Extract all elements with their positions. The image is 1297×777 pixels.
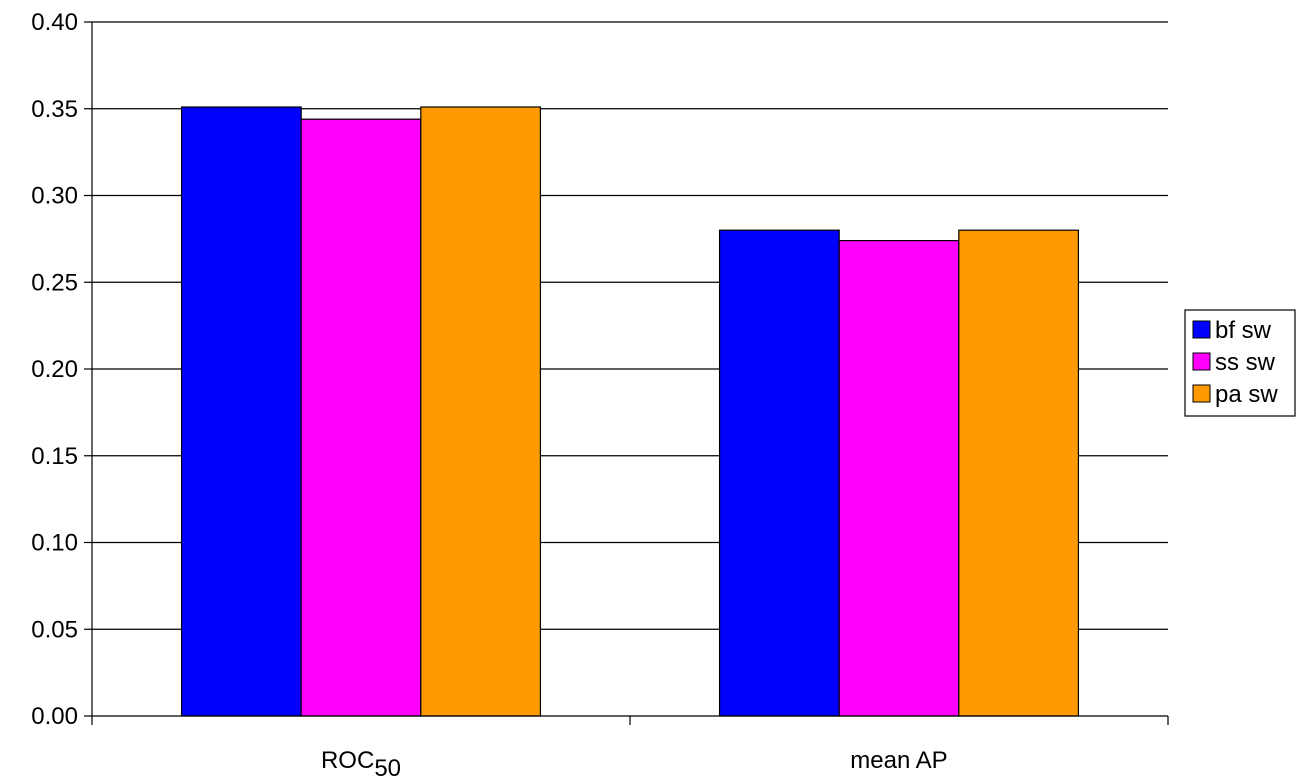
y-tick-label: 0.40 (31, 9, 78, 36)
y-tick-label: 0.25 (31, 269, 78, 296)
legend-swatch (1192, 384, 1211, 403)
bar-pa-sw (420, 106, 542, 717)
y-tick-label: 0.15 (31, 443, 78, 470)
legend: bf sw ss sw pa sw (1184, 309, 1296, 417)
y-tick-label: 0.35 (31, 96, 78, 123)
bars (180, 106, 1080, 717)
bar-ss-sw (300, 118, 422, 717)
bar-bf-sw (718, 229, 840, 717)
y-tick-label: 0.20 (31, 356, 78, 383)
y-axis-ticks: 0.00 0.05 0.10 0.15 0.20 0.25 0.30 0.35 0.40 (31, 9, 92, 730)
legend-label: bf sw (1215, 317, 1272, 344)
legend-label: pa sw (1215, 381, 1278, 408)
y-tick-label: 0.10 (31, 530, 78, 557)
y-tick-label: 0.00 (31, 703, 78, 730)
legend-swatch (1192, 320, 1211, 339)
x-axis-ticks: ROC50 mean AP (91, 716, 1169, 777)
y-tick-label: 0.30 (31, 183, 78, 210)
bar-bf-sw (180, 106, 302, 717)
bar-pa-sw (958, 229, 1080, 717)
bar-ss-sw (838, 240, 960, 717)
legend-label: ss sw (1215, 349, 1276, 376)
y-tick-label: 0.05 (31, 616, 78, 643)
legend-swatch (1192, 352, 1211, 371)
x-tick-label: mean AP (850, 747, 947, 774)
x-tick-label: ROC50 (321, 747, 401, 777)
